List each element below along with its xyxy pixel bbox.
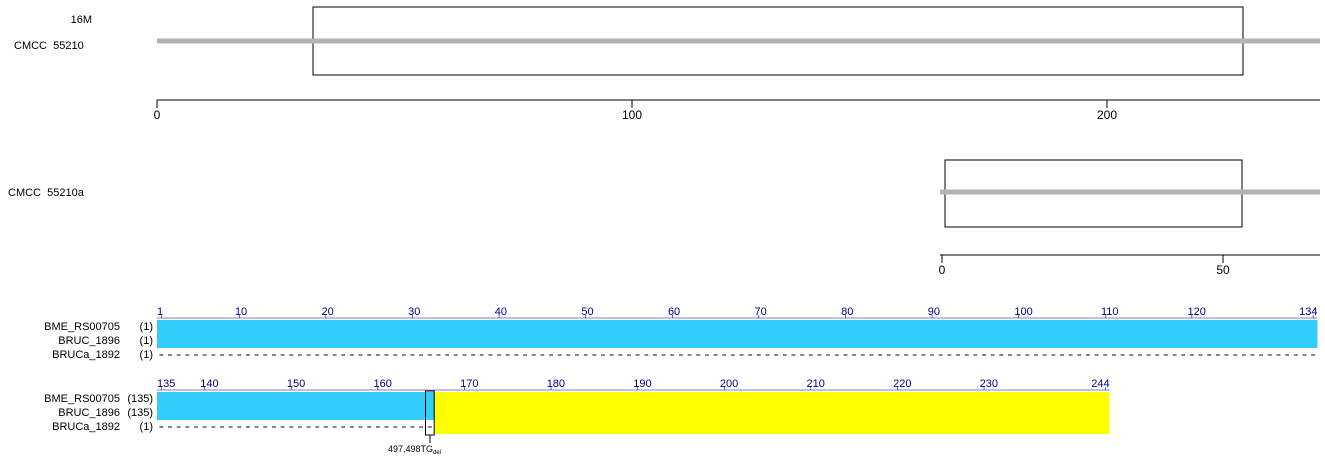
position-number: 90	[928, 306, 940, 318]
sequence-start: (1)	[140, 421, 153, 433]
position-number: 100	[1014, 306, 1032, 318]
sequence: --------------------------------	[157, 420, 434, 434]
sequence-start: (1)	[140, 321, 153, 333]
position-number: 80	[841, 306, 853, 318]
position-number: 244	[1091, 378, 1109, 390]
mutation-subscript: del	[433, 450, 441, 456]
scale-tick-label: 50	[1216, 263, 1230, 277]
position-number: 150	[287, 378, 305, 390]
position-number: 135	[157, 378, 175, 390]
position-number: 140	[200, 378, 218, 390]
position-number: 40	[495, 306, 507, 318]
position-number: 70	[755, 306, 767, 318]
sequence-name: BME_RS00705	[44, 393, 120, 405]
scale-tick-label: 0	[154, 108, 161, 122]
sequence-name: BRUCa_1892	[52, 349, 120, 361]
position-number: 230	[980, 378, 998, 390]
sequence-name: BRUC_1896	[58, 335, 120, 347]
sample-label: CMCC 55210a	[8, 187, 85, 199]
position-number: 220	[893, 378, 911, 390]
position-number: 200	[720, 378, 738, 390]
highlight	[157, 406, 435, 420]
position-number: 110	[1101, 306, 1119, 318]
sequence-name: BRUC_1896	[58, 407, 120, 419]
mutation-text: 497,498TG	[388, 444, 433, 454]
sequence-start: (1)	[140, 349, 153, 361]
position-number: 160	[374, 378, 392, 390]
sequence-start: (135)	[127, 393, 153, 405]
position-number: 190	[633, 378, 651, 390]
mutation-label: 497,498TGdel	[388, 444, 441, 456]
sample-label: CMCC 55210	[14, 40, 84, 52]
sequence-start: (1)	[140, 335, 153, 347]
position-number: 134	[1299, 306, 1317, 318]
position-number: 50	[581, 306, 593, 318]
position-number: 30	[408, 306, 420, 318]
sequence-name: BME_RS00705	[44, 321, 120, 333]
scale-tick-label: 100	[622, 108, 642, 122]
position-number: 60	[668, 306, 680, 318]
highlight	[157, 392, 435, 406]
scale-tick-label: 0	[939, 263, 946, 277]
highlight	[434, 406, 1110, 420]
highlight	[157, 320, 1318, 334]
highlight	[434, 420, 1110, 434]
position-number: 180	[547, 378, 565, 390]
mutation-box	[425, 390, 435, 436]
highlight	[434, 392, 1110, 406]
sequence: ----------------------------------------…	[157, 348, 1317, 362]
sample-label: 16M	[71, 14, 92, 26]
position-number: 1	[157, 306, 163, 318]
sequence-start: (135)	[127, 407, 153, 419]
highlight	[157, 334, 1318, 348]
position-number: 10	[235, 306, 247, 318]
position-number: 20	[322, 306, 334, 318]
sequence-name: BRUCa_1892	[52, 421, 120, 433]
position-number: 210	[807, 378, 825, 390]
position-number: 120	[1188, 306, 1206, 318]
position-number: 170	[460, 378, 478, 390]
scale-tick-label: 200	[1097, 108, 1117, 122]
